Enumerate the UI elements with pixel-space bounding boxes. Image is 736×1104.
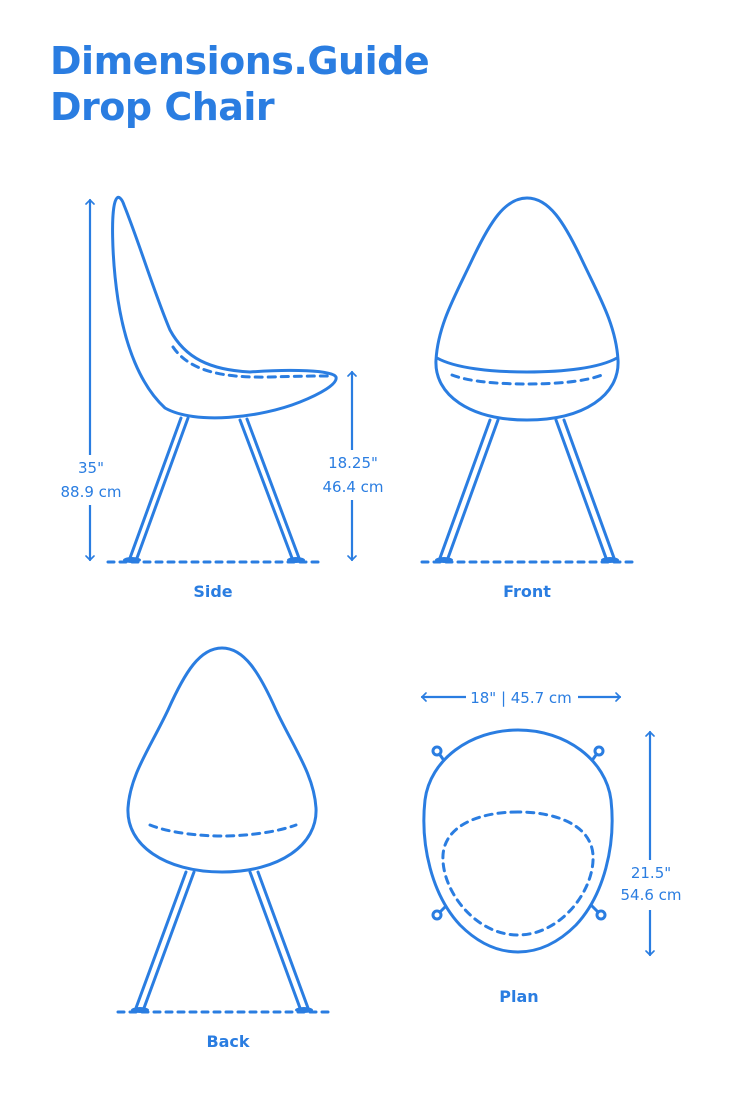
back-view-label: Back [206, 1032, 249, 1051]
front-right-leg [554, 418, 616, 560]
side-view-label: Side [193, 582, 232, 601]
page-title: Drop Chair [50, 85, 275, 129]
side-height-metric: 88.9 cm [60, 483, 121, 501]
back-left-leg [134, 870, 196, 1010]
front-seat-rim [435, 356, 619, 374]
side-view: 35" 88.9 cm 18.25" 46.4 cm Side [60, 195, 388, 601]
back-seat-line [148, 823, 298, 838]
front-left-leg [438, 418, 500, 560]
front-view-label: Front [503, 582, 551, 601]
brand-title: Dimensions.Guide [50, 39, 430, 83]
back-view: Back [116, 646, 330, 1051]
side-back-leg [238, 417, 301, 560]
side-shell [111, 195, 338, 420]
front-shell [434, 196, 620, 422]
side-front-leg [128, 416, 190, 560]
plan-depth-imperial: 21.5" [631, 864, 671, 882]
plan-view: 18" | 45.7 cm 21.5" 54.6 cm Plan [420, 685, 686, 1006]
front-view: Front [420, 196, 634, 601]
plan-seat-outline [441, 810, 595, 937]
plan-depth-metric: 54.6 cm [620, 886, 681, 904]
plan-shell [422, 728, 614, 954]
back-right-leg [248, 870, 310, 1010]
plan-width: 18" | 45.7 cm [470, 689, 572, 707]
plan-view-label: Plan [499, 987, 538, 1006]
side-seat-height-metric: 46.4 cm [322, 478, 383, 496]
front-seat-line [450, 373, 604, 386]
back-shell [126, 646, 318, 874]
side-seat-height-imperial: 18.25" [328, 454, 378, 472]
side-height-imperial: 35" [78, 459, 104, 477]
